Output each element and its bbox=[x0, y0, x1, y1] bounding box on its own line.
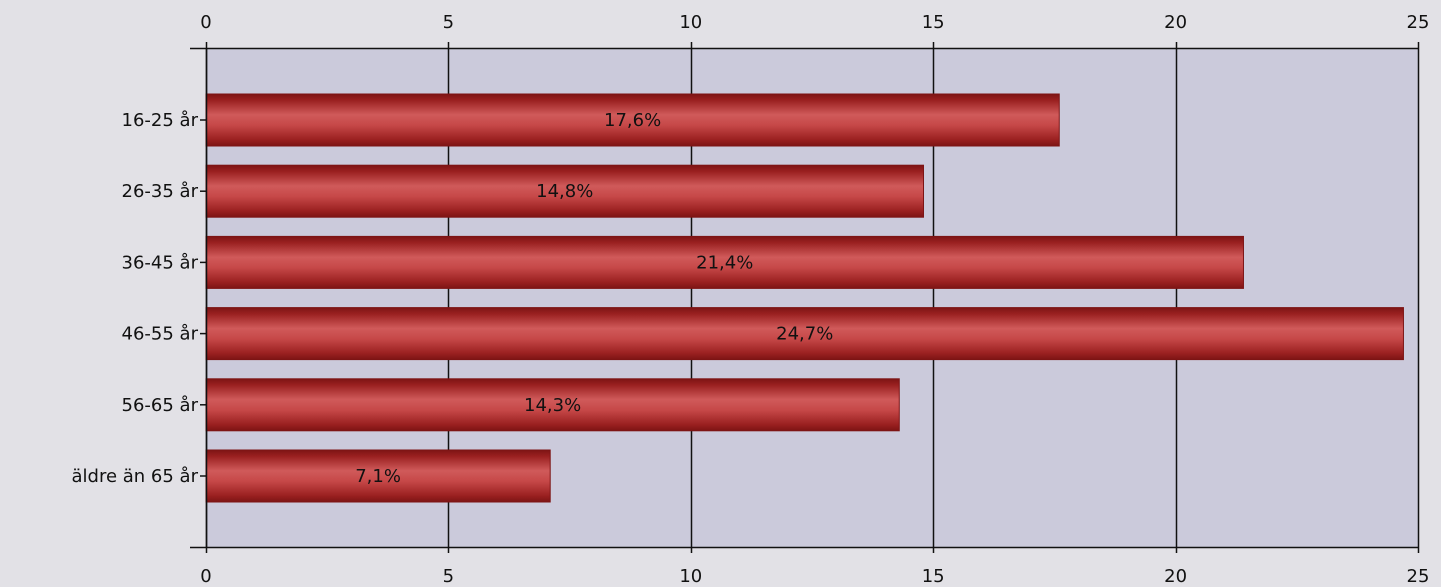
y-category-label: 16-25 år bbox=[122, 110, 199, 131]
y-category-label: 56-65 år bbox=[122, 395, 199, 416]
y-category-label: 26-35 år bbox=[122, 181, 199, 202]
x-tick-label-top: 25 bbox=[1407, 12, 1430, 33]
bar bbox=[205, 307, 1404, 361]
y-category-label: äldre än 65 år bbox=[72, 466, 199, 487]
bar bbox=[205, 164, 925, 218]
axes: 0 0 5 5 10 10 15 15 20 20 25 25 16-25 år 26-35 år 36-4… bbox=[72, 12, 1430, 587]
x-tick-label-bottom: 5 bbox=[443, 566, 454, 587]
x-tick-label-top: 15 bbox=[922, 12, 945, 33]
bar bbox=[205, 235, 1244, 289]
x-tick-label-top: 10 bbox=[679, 12, 702, 33]
x-tick-label-bottom: 10 bbox=[679, 566, 702, 587]
bar-value-label: 14,8% bbox=[536, 181, 593, 202]
x-tick-label-bottom: 15 bbox=[922, 566, 945, 587]
x-tick-label-bottom: 20 bbox=[1164, 566, 1187, 587]
bar-value-label: 7,1% bbox=[355, 466, 401, 487]
y-category-label: 36-45 år bbox=[122, 252, 199, 273]
bar-value-label: 21,4% bbox=[696, 252, 753, 273]
bar bbox=[205, 449, 551, 503]
bar-value-label: 17,6% bbox=[604, 110, 661, 131]
x-tick-label-bottom: 25 bbox=[1407, 566, 1430, 587]
y-category-label: 46-55 år bbox=[122, 324, 199, 345]
x-tick-label-top: 0 bbox=[200, 12, 211, 33]
bars: 17,6% 14,8% 21,4% 24,7% 14,3% 7,1% bbox=[205, 93, 1404, 503]
bar bbox=[205, 378, 900, 432]
x-tick-label-top: 5 bbox=[443, 12, 454, 33]
x-tick-label-bottom: 0 bbox=[200, 566, 211, 587]
bar-value-label: 14,3% bbox=[524, 395, 581, 416]
bar-value-label: 24,7% bbox=[776, 324, 833, 345]
x-tick-label-top: 20 bbox=[1164, 12, 1187, 33]
bar bbox=[205, 93, 1060, 147]
